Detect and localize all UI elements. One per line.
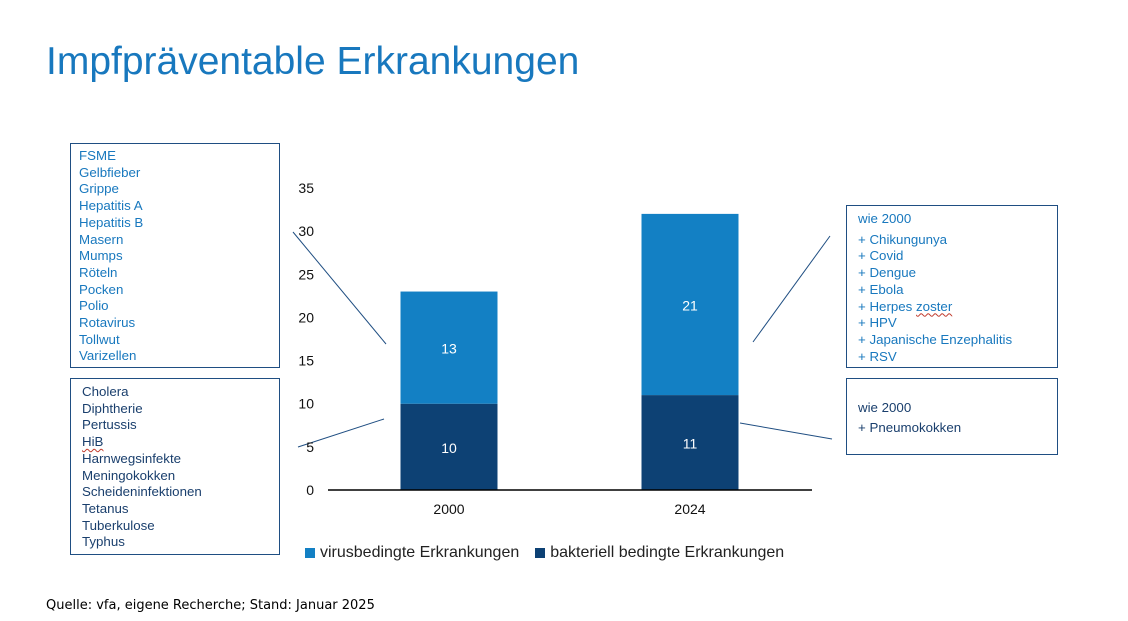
bacteria-2000-list: Cholera Diphtherie Pertussis HiB Harnweg… bbox=[70, 378, 280, 555]
list-item: Hepatitis B bbox=[79, 214, 144, 230]
connector-line bbox=[292, 231, 387, 345]
connector-line bbox=[739, 422, 833, 440]
bar-viral-2024 bbox=[641, 213, 739, 396]
list-heading: wie 2000 bbox=[858, 400, 912, 415]
y-tick-label: 25 bbox=[298, 266, 314, 282]
list-item: Harnwegsinfekte bbox=[82, 450, 182, 466]
list-item: Polio bbox=[79, 298, 109, 314]
y-tick-label: 30 bbox=[298, 223, 314, 239]
data-label-bacterial-2000: 10 bbox=[441, 440, 457, 456]
list-item: Tetanus bbox=[82, 500, 129, 516]
bars: 10 13 11 21 bbox=[400, 213, 739, 490]
list-item: + HPV bbox=[858, 315, 897, 331]
virus-2024-list: wie 2000 + Chikungunya + Covid + Dengue … bbox=[846, 205, 1058, 368]
legend-item-bact: bakteriell bedingte Erkrankungen bbox=[535, 544, 784, 562]
list-item: Cholera bbox=[82, 384, 129, 399]
list-item: Gelbfieber bbox=[79, 164, 141, 180]
data-label-viral-2024: 21 bbox=[682, 297, 698, 313]
list-item: + Ebola bbox=[858, 281, 904, 297]
legend-label-virus: virusbedingte Erkrankungen bbox=[320, 544, 520, 561]
list-item: Tuberkulose bbox=[82, 517, 155, 533]
list-item: Diphtherie bbox=[82, 400, 143, 416]
list-item: + Japanische Enzephalitis bbox=[858, 331, 1013, 347]
list-item: + Chikungunya bbox=[858, 231, 948, 247]
x-tick-label-2024: 2024 bbox=[674, 501, 705, 517]
list-item: + RSV bbox=[858, 348, 897, 364]
list-item: Meningokokken bbox=[82, 467, 176, 483]
virus-2000-list: FSME Gelbfieber Grippe Hepatitis A Hepat… bbox=[70, 143, 280, 368]
bacteria-2024-list: wie 2000 + Pneumokokken bbox=[846, 378, 1058, 455]
list-item: Pocken bbox=[79, 281, 124, 297]
y-tick-label: 0 bbox=[306, 482, 314, 498]
list-item: Röteln bbox=[79, 264, 118, 280]
legend-swatch-bact bbox=[535, 548, 546, 558]
list-item: FSME bbox=[79, 148, 116, 163]
list-item: HiB bbox=[82, 434, 104, 450]
y-tick-label: 35 bbox=[298, 180, 314, 196]
y-tick-label: 10 bbox=[298, 396, 314, 412]
list-item: Mumps bbox=[79, 248, 123, 264]
data-label-viral-2000: 13 bbox=[441, 341, 457, 357]
list-item-underlined: zoster bbox=[916, 298, 953, 314]
list-item: Masern bbox=[79, 231, 124, 247]
list-item: Varizellen bbox=[79, 348, 137, 364]
list-item: + Covid bbox=[858, 248, 904, 264]
chart-legend: virusbedingte Erkrankungen bakteriell be… bbox=[305, 544, 784, 562]
page-title: Impfpräventable Erkrankungen bbox=[46, 40, 580, 83]
bar-bacterial-2000 bbox=[400, 403, 498, 490]
legend-label-bact: bakteriell bedingte Erkrankungen bbox=[550, 544, 785, 561]
list-heading: wie 2000 bbox=[858, 211, 912, 226]
list-item: Scheideninfektionen bbox=[82, 484, 202, 500]
bar-bacterial-2024 bbox=[641, 395, 739, 490]
list-item: + Dengue bbox=[858, 265, 917, 281]
list-item: + Pneumokokken bbox=[858, 419, 962, 435]
list-item: Rotavirus bbox=[79, 315, 136, 331]
legend-swatch-virus bbox=[305, 548, 315, 558]
legend-item-virus: virusbedingte Erkrankungen bbox=[305, 544, 519, 562]
list-item: Pertussis bbox=[82, 417, 137, 433]
bar-viral-2000 bbox=[400, 291, 498, 404]
connector-line bbox=[752, 235, 831, 343]
y-tick-label: 15 bbox=[298, 353, 314, 369]
list-item: Typhus bbox=[82, 534, 125, 550]
y-axis: 0 5 10 15 20 25 30 35 bbox=[298, 180, 314, 498]
x-tick-label-2000: 2000 bbox=[433, 501, 464, 517]
connector-line bbox=[297, 418, 385, 448]
list-item: Hepatitis A bbox=[79, 198, 143, 214]
x-axis-labels: 2000 2024 bbox=[433, 501, 705, 517]
y-tick-label: 20 bbox=[298, 309, 314, 325]
data-label-bacterial-2024: 11 bbox=[683, 436, 698, 452]
source-note: Quelle: vfa, eigene Recherche; Stand: Ja… bbox=[46, 598, 375, 613]
list-item: + Herpes bbox=[858, 298, 917, 314]
y-tick-label: 5 bbox=[306, 439, 314, 455]
list-item: Grippe bbox=[79, 181, 119, 197]
list-item: Tollwut bbox=[79, 331, 120, 347]
